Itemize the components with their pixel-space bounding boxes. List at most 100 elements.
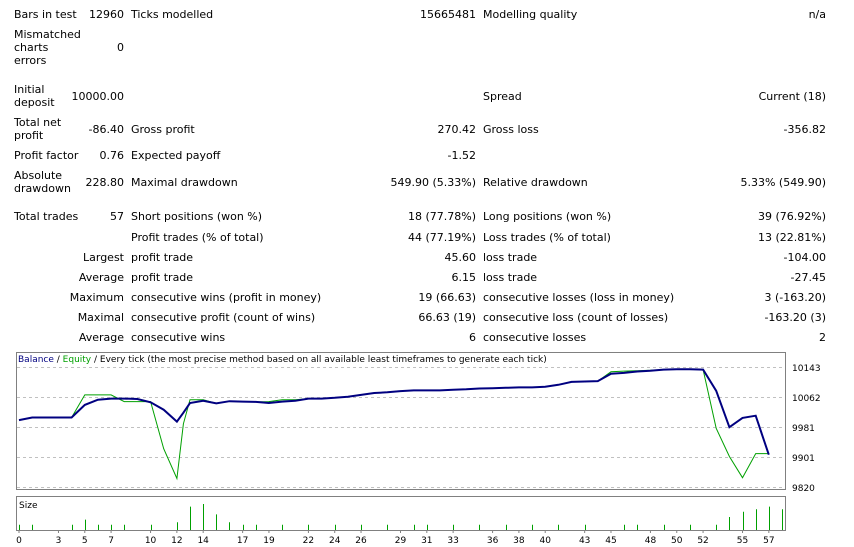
- x-tick-label: 19: [263, 536, 275, 546]
- x-tick-label: 55: [737, 536, 748, 546]
- legend-sep: /: [54, 355, 63, 365]
- legend-equity: Equity: [63, 355, 92, 365]
- total-trades-label: Total trades: [14, 210, 79, 223]
- spread-value: Current (18): [758, 90, 826, 103]
- relative-drawdown-value: 5.33% (549.90): [740, 176, 826, 189]
- gross-profit-label: Gross profit: [131, 123, 195, 136]
- x-tick-label: 52: [697, 536, 708, 546]
- x-tick-label: 17: [237, 536, 248, 546]
- x-tick-label: 50: [671, 536, 683, 546]
- expected-payoff-label: Expected payoff: [131, 149, 221, 162]
- legend-description: / Every tick (the most precise method ba…: [91, 355, 547, 365]
- x-tick-label: 26: [355, 536, 367, 546]
- profit-factor-value: 0.76: [99, 149, 125, 162]
- maximum-loss-value: 3 (-163.20): [764, 291, 826, 304]
- average-consec-loss-label: consecutive losses: [483, 331, 587, 344]
- short-positions-label: Short positions (won %): [131, 210, 263, 223]
- gross-profit-value: 270.42: [437, 123, 477, 136]
- x-tick-label: 57: [763, 536, 774, 546]
- maximal-label: Maximal: [77, 311, 124, 324]
- modelling-quality-label: Modelling quality: [483, 8, 578, 21]
- x-tick-label: 36: [487, 536, 499, 546]
- bars-in-test-value: 12960: [89, 8, 124, 21]
- largest-label: Largest: [83, 251, 124, 264]
- y-tick-label: 10062: [792, 394, 821, 404]
- gross-loss-value: -356.82: [783, 123, 826, 136]
- maximum-label: Maximum: [69, 291, 124, 304]
- loss-trades-value: 13 (22.81%): [757, 231, 826, 244]
- total-trades-value: 57: [110, 210, 124, 223]
- legend-balance: Balance: [18, 355, 54, 365]
- mismatched-value: 0: [117, 41, 124, 54]
- average-loss-label: loss trade: [483, 271, 538, 284]
- profit-trades-value: 44 (77.19%): [407, 231, 476, 244]
- x-tick-label: 43: [579, 536, 590, 546]
- x-tick-label: 5: [82, 536, 88, 546]
- spread-label: Spread: [483, 90, 522, 103]
- maximum-profit-label: consecutive wins (profit in money): [131, 291, 322, 304]
- total-net-profit-label: Total net profit: [14, 116, 62, 142]
- ticks-modelled-value: 15665481: [420, 8, 476, 21]
- x-tick-label: 3: [56, 536, 62, 546]
- maximal-drawdown-label: Maximal drawdown: [131, 176, 238, 189]
- long-positions-value: 39 (76.92%): [757, 210, 826, 223]
- x-tick-label: 24: [329, 536, 341, 546]
- initial-deposit-label: Initial deposit: [14, 83, 55, 109]
- mismatched-label: Mismatched charts errors: [14, 28, 81, 67]
- total-net-profit-value: -86.40: [88, 123, 124, 136]
- gross-loss-label: Gross loss: [483, 123, 539, 136]
- size-frame: [16, 496, 786, 531]
- x-tick-label: 38: [513, 536, 525, 546]
- average-label: Average: [78, 271, 124, 284]
- average-consec-label: Average: [78, 331, 124, 344]
- y-tick-label: 9820: [792, 484, 815, 494]
- profit-trades-label: Profit trades (% of total): [131, 231, 264, 244]
- maximal-profit-value: 66.63 (19): [418, 311, 476, 324]
- x-tick-label: 40: [539, 536, 551, 546]
- plot-frame: [16, 352, 786, 490]
- long-positions-label: Long positions (won %): [483, 210, 612, 223]
- maximum-loss-label: consecutive losses (loss in money): [483, 291, 675, 304]
- x-tick-label: 12: [171, 536, 182, 546]
- profit-factor-label: Profit factor: [14, 149, 79, 162]
- maximum-profit-value: 19 (66.63): [418, 291, 476, 304]
- relative-drawdown-label: Relative drawdown: [483, 176, 588, 189]
- expected-payoff-value: -1.52: [447, 149, 476, 162]
- largest-profit-label: profit trade: [131, 251, 194, 264]
- x-tick-label: 48: [645, 536, 657, 546]
- chart-legend: Balance / Equity / Every tick (the most …: [18, 355, 547, 365]
- initial-deposit-value: 10000.00: [71, 90, 125, 103]
- short-positions-value: 18 (77.78%): [407, 210, 476, 223]
- average-consec-profit-label: consecutive wins: [131, 331, 226, 344]
- y-tick-label: 9901: [792, 454, 815, 464]
- average-loss-value: -27.45: [790, 271, 826, 284]
- ticks-modelled-label: Ticks modelled: [131, 8, 214, 21]
- x-tick-label: 45: [605, 536, 616, 546]
- average-consec-loss-value: 2: [819, 331, 826, 344]
- x-tick-label: 0: [16, 536, 22, 546]
- loss-trades-label: Loss trades (% of total): [483, 231, 611, 244]
- modelling-quality-value: n/a: [808, 8, 826, 21]
- largest-profit-value: 45.60: [444, 251, 477, 264]
- largest-loss-label: loss trade: [483, 251, 538, 264]
- maximal-loss-value: -163.20 (3): [764, 311, 826, 324]
- x-tick-label: 14: [197, 536, 209, 546]
- x-tick-label: 22: [303, 536, 314, 546]
- maximal-profit-label: consecutive profit (count of wins): [131, 311, 316, 324]
- balance-line: [18, 368, 770, 456]
- size-label: Size: [19, 501, 38, 511]
- x-tick-label: 10: [145, 536, 157, 546]
- average-profit-label: profit trade: [131, 271, 194, 284]
- x-tick-label: 33: [447, 536, 458, 546]
- x-tick-label: 7: [108, 536, 114, 546]
- average-profit-value: 6.15: [451, 271, 477, 284]
- maximal-drawdown-value: 549.90 (5.33%): [390, 176, 476, 189]
- average-consec-profit-value: 6: [469, 331, 476, 344]
- y-tick-label: 9981: [792, 424, 815, 434]
- absolute-drawdown-value: 228.80: [85, 176, 125, 189]
- absolute-drawdown-label: Absolute drawdown: [14, 169, 71, 195]
- y-tick-label: 10143: [792, 364, 821, 374]
- x-tick-label: 31: [421, 536, 432, 546]
- largest-loss-value: -104.00: [783, 251, 826, 264]
